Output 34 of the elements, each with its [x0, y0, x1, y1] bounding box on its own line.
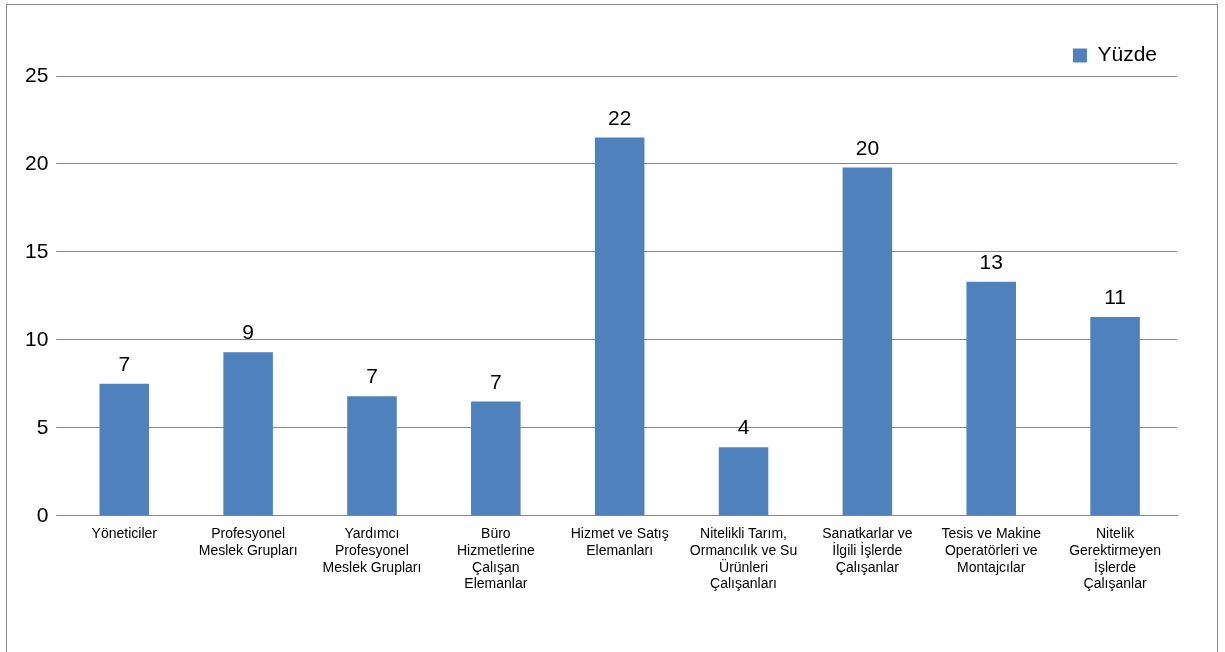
data-label: 7	[118, 352, 131, 376]
legend-label: Yüzde	[1097, 42, 1157, 66]
bar	[1090, 317, 1140, 516]
data-label: 7	[489, 369, 502, 393]
data-label: 9	[242, 320, 254, 344]
bar	[471, 401, 521, 516]
x-tick-label: Yardımcı Profesyonel Meslek Grupları	[322, 525, 422, 575]
data-label: 13	[979, 250, 1003, 274]
x-tick-label: Sanatkarlar ve İlgili İşlerde Çalışanlar	[822, 525, 913, 575]
y-tick-label: 25	[25, 62, 49, 86]
bar	[223, 352, 273, 516]
x-tick-label: Hizmet ve Satış Elemanları	[570, 525, 669, 558]
bar	[99, 383, 150, 516]
bar	[842, 167, 893, 516]
x-tick-label: Nitelik Gerektirmeyen İşlerde Çalışanlar	[1069, 525, 1161, 592]
x-tick-label: Tesis ve Makine Operatörleri ve Montajcılar	[941, 525, 1042, 575]
data-label: 7	[366, 364, 378, 388]
x-tick-label: Yöneticiler	[91, 525, 158, 542]
data-label: 20	[855, 135, 880, 159]
bar	[966, 281, 1016, 516]
y-tick-label: 5	[36, 414, 49, 438]
bar	[594, 137, 645, 516]
x-tick-label: Nitelikli Tarım, Ormancılık ve Su Ürünleri Çalışanları	[689, 525, 798, 592]
y-tick-label: 15	[25, 238, 49, 262]
y-tick-label: 10	[25, 326, 49, 350]
data-label: 4	[737, 415, 750, 439]
x-tick-label: Büro Hizmetlerine Çalışan Elemanlar	[456, 525, 535, 592]
y-tick-label: 0	[36, 502, 49, 526]
bar	[718, 447, 769, 516]
data-label: 22	[608, 105, 632, 129]
data-label: 11	[1104, 285, 1126, 309]
bar	[347, 396, 397, 516]
x-tick-label: Profesyonel Meslek Grupları	[198, 525, 298, 558]
y-tick-label: 20	[25, 150, 49, 174]
